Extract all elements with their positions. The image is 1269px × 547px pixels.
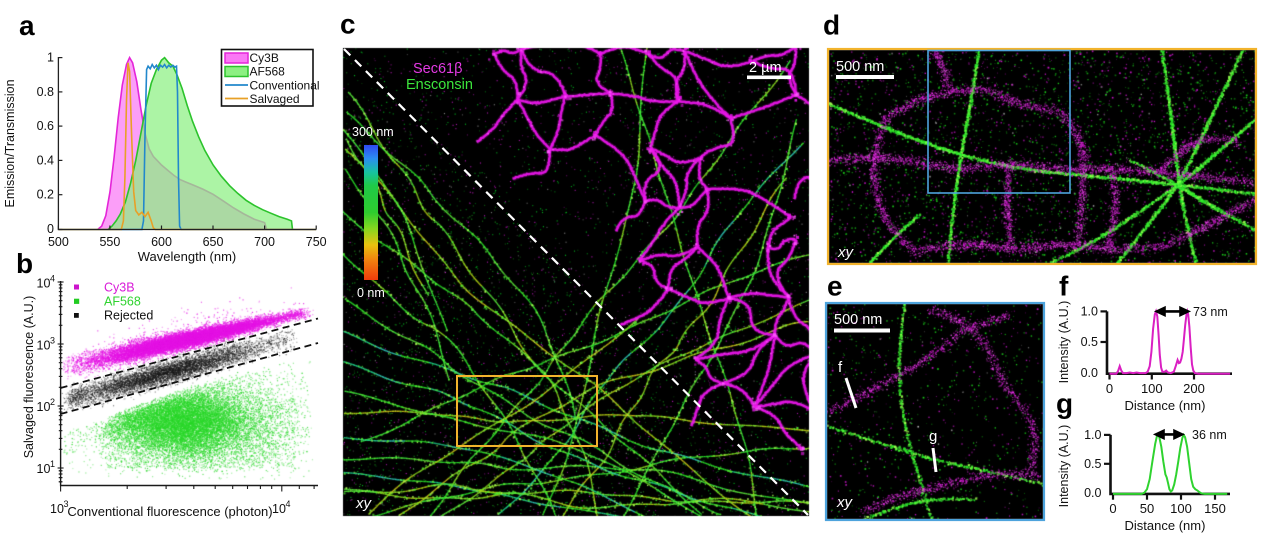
svg-text:10: 10 — [272, 502, 286, 516]
svg-text:1: 1 — [50, 459, 55, 469]
svg-text:Distance (nm): Distance (nm) — [1125, 518, 1206, 533]
svg-text:10: 10 — [37, 339, 51, 353]
svg-text:Conventional: Conventional — [250, 79, 320, 93]
svg-text:73 nm: 73 nm — [1193, 305, 1228, 319]
svg-text:c: c — [340, 9, 356, 40]
svg-text:f: f — [1059, 271, 1069, 302]
svg-text:500: 500 — [48, 235, 69, 249]
svg-text:300 nm: 300 nm — [352, 125, 394, 139]
svg-text:100: 100 — [1141, 381, 1163, 396]
svg-text:200: 200 — [1183, 381, 1205, 396]
svg-text:2 µm: 2 µm — [749, 60, 782, 76]
svg-text:Cy3B: Cy3B — [250, 51, 279, 65]
svg-text:Rejected: Rejected — [104, 309, 153, 323]
svg-text:Cy3B: Cy3B — [104, 281, 135, 295]
svg-text:500 nm: 500 nm — [834, 312, 882, 328]
svg-text:10: 10 — [50, 502, 64, 516]
svg-text:0.2: 0.2 — [37, 188, 54, 202]
svg-text:10: 10 — [37, 400, 51, 414]
svg-text:Salvaged: Salvaged — [250, 92, 300, 106]
svg-text:AF568: AF568 — [250, 65, 286, 79]
svg-text:Distance (nm): Distance (nm) — [1125, 398, 1206, 413]
svg-text:a: a — [19, 10, 35, 41]
svg-text:600: 600 — [151, 235, 172, 249]
svg-text:150: 150 — [1204, 501, 1226, 516]
svg-text:Sec61β: Sec61β — [413, 61, 462, 77]
svg-text:0: 0 — [1106, 381, 1113, 396]
svg-text:0.0: 0.0 — [1081, 366, 1098, 380]
svg-text:750: 750 — [306, 235, 327, 249]
svg-text:0: 0 — [1109, 501, 1116, 516]
svg-text:0.4: 0.4 — [37, 153, 54, 167]
svg-text:4: 4 — [50, 274, 55, 284]
svg-text:g: g — [929, 428, 937, 445]
svg-text:10: 10 — [37, 462, 51, 476]
svg-text:3: 3 — [50, 336, 55, 346]
svg-text:AF568: AF568 — [104, 295, 141, 309]
svg-text:1.0: 1.0 — [1081, 305, 1098, 319]
svg-text:500 nm: 500 nm — [836, 59, 884, 75]
svg-text:Salvaged fluorescence (A.U.): Salvaged fluorescence (A.U.) — [22, 296, 36, 459]
svg-text:50: 50 — [1140, 501, 1154, 516]
svg-text:0.5: 0.5 — [1084, 457, 1101, 471]
svg-text:Emission/Transmission: Emission/Transmission — [3, 79, 17, 207]
svg-text:550: 550 — [99, 235, 120, 249]
svg-text:1.0: 1.0 — [1084, 428, 1101, 442]
svg-text:650: 650 — [203, 235, 224, 249]
svg-text:xy: xy — [836, 494, 854, 511]
svg-text:0.0: 0.0 — [1084, 486, 1101, 500]
svg-text:f: f — [838, 359, 843, 376]
svg-text:e: e — [827, 271, 843, 302]
svg-text:Ensconsin: Ensconsin — [406, 77, 473, 93]
svg-text:700: 700 — [254, 235, 275, 249]
svg-text:0.8: 0.8 — [37, 85, 54, 99]
svg-text:Conventional fluorescence (pho: Conventional fluorescence (photon) — [67, 504, 272, 519]
svg-text:0: 0 — [47, 222, 54, 236]
svg-text:36 nm: 36 nm — [1192, 428, 1227, 442]
svg-text:0.6: 0.6 — [37, 119, 54, 133]
svg-text:g: g — [1056, 388, 1073, 419]
svg-text:3: 3 — [64, 499, 69, 509]
svg-text:2: 2 — [50, 397, 55, 407]
svg-text:b: b — [16, 248, 33, 279]
svg-text:0.5: 0.5 — [1081, 335, 1098, 349]
svg-text:10: 10 — [37, 277, 51, 291]
svg-text:100: 100 — [1170, 501, 1192, 516]
svg-text:xy: xy — [355, 495, 373, 512]
svg-text:d: d — [823, 10, 840, 41]
svg-text:4: 4 — [286, 499, 291, 509]
svg-text:Intensity (A.U.): Intensity (A.U.) — [1057, 301, 1071, 384]
svg-text:1: 1 — [47, 51, 54, 65]
svg-text:Wavelength (nm): Wavelength (nm) — [138, 249, 237, 264]
svg-text:0 nm: 0 nm — [357, 286, 385, 300]
svg-text:Intensity (A.U.): Intensity (A.U.) — [1057, 425, 1071, 508]
svg-text:xy: xy — [837, 244, 855, 261]
